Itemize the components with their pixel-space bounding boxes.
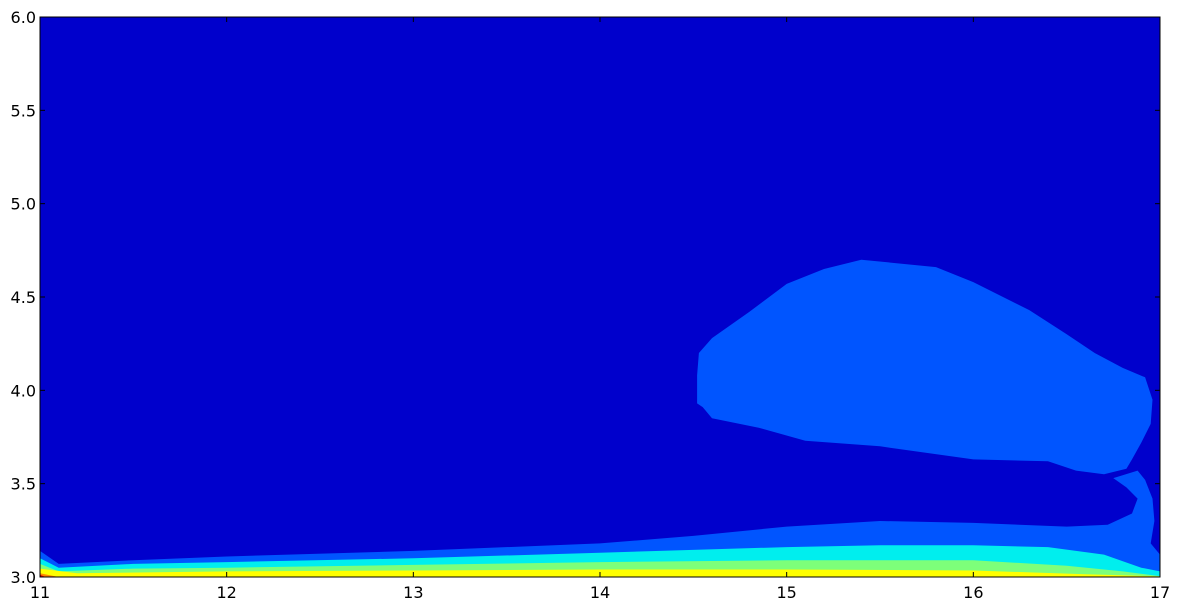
contour-level-6	[40, 573, 59, 577]
x-tick-label: 17	[1150, 583, 1170, 602]
y-tick-label: 4.0	[11, 381, 36, 400]
contour-fills	[40, 259, 1160, 577]
x-tick-label: 15	[776, 583, 796, 602]
x-tick-label: 11	[30, 583, 50, 602]
y-tick-label: 3.0	[11, 568, 36, 587]
y-axis: 3.0 3.5 4.0 4.5 5.0 5.5 6.0	[11, 8, 1160, 587]
x-tick-label: 16	[963, 583, 983, 602]
contour-level-2-upper-blob	[697, 259, 1153, 475]
y-tick-label: 5.5	[11, 101, 36, 120]
x-tick-label: 12	[216, 583, 236, 602]
y-tick-label: 6.0	[11, 8, 36, 27]
y-tick-label: 4.5	[11, 288, 36, 307]
y-tick-label: 3.5	[11, 475, 36, 494]
y-tick-label: 5.0	[11, 195, 36, 214]
x-tick-label: 13	[403, 583, 423, 602]
x-tick-label: 14	[590, 583, 610, 602]
contour-level-7	[40, 574, 46, 577]
x-axis: 11 12 13 14 15 16 17	[30, 17, 1170, 602]
